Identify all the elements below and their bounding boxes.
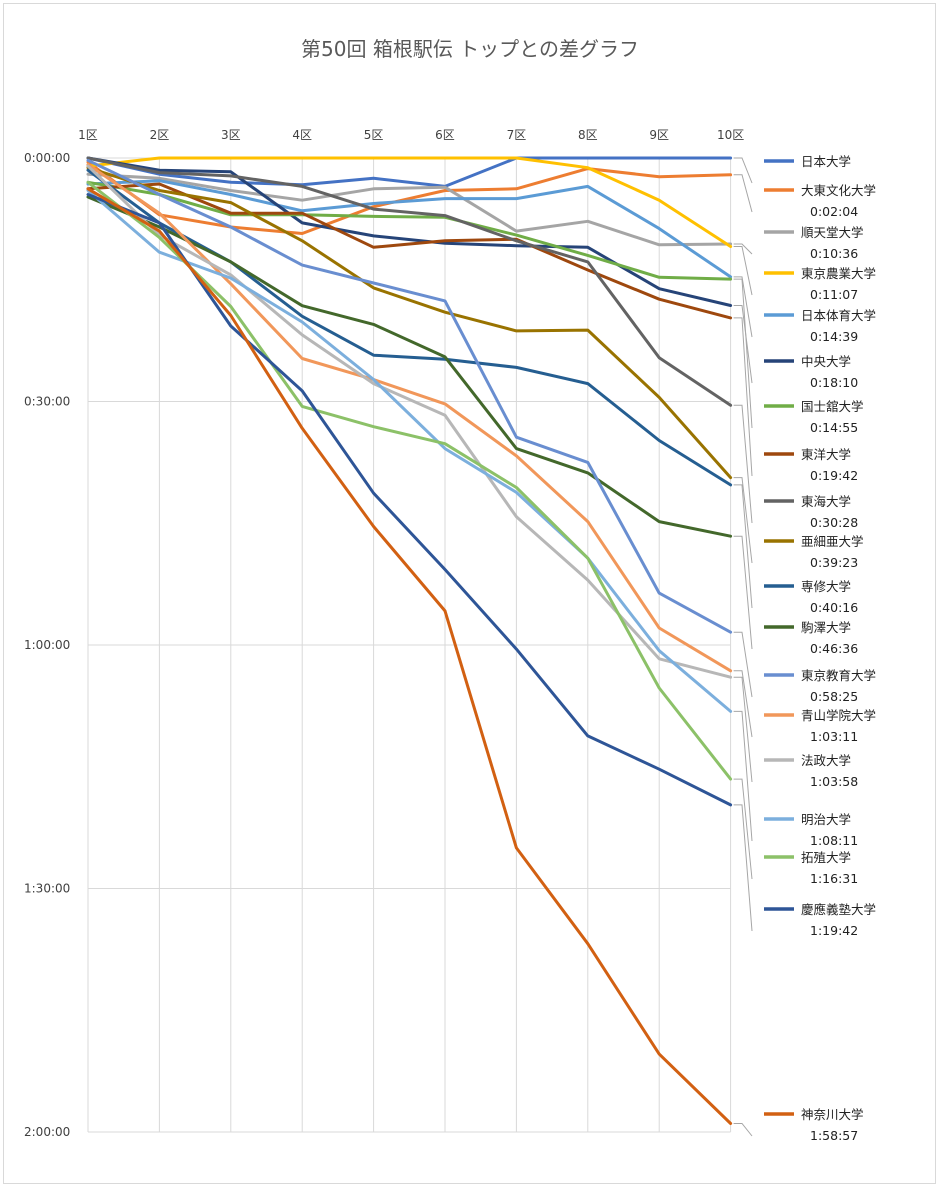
- legend-gap-value: 1:19:42: [810, 923, 858, 938]
- legend-gap-value: 0:39:23: [810, 555, 858, 570]
- legend-gap-value: 0:40:16: [810, 600, 858, 615]
- series-line-17: [86, 193, 733, 807]
- x-tick-label: 2区: [150, 128, 170, 142]
- legend-leader-line: [733, 243, 753, 255]
- legend-leader-line: [733, 535, 753, 650]
- legend-leader-line: [733, 305, 753, 384]
- legend-gap-value: 0:58:25: [810, 689, 858, 704]
- x-tick-label: 9区: [649, 128, 669, 142]
- legend-gap-value: 0:10:36: [810, 246, 858, 261]
- legend-gap-value: 0:02:04: [810, 204, 858, 219]
- legend-gap-value: 0:14:39: [810, 329, 858, 344]
- legend-label: 明治大学: [801, 812, 851, 827]
- legend-leader-line: [733, 804, 753, 932]
- legend-label: 東京教育大学: [801, 668, 876, 683]
- series-line-12: [86, 158, 733, 634]
- legend-label: 日本大学: [801, 154, 851, 169]
- series-line-7: [86, 182, 733, 320]
- legend-label: 日本体育大学: [801, 308, 876, 323]
- legend-leader-line: [733, 246, 753, 296]
- legend-leader-line: [733, 631, 753, 698]
- legend-gap-value: 0:14:55: [810, 420, 858, 435]
- legend-label: 専修大学: [801, 579, 851, 594]
- legend-label: 順天堂大学: [801, 225, 864, 240]
- x-axis-ticks: 1区 2区 3区 4区 5区 6区 7区 8区 9区 10区: [78, 128, 744, 142]
- legend-label: 拓殖大学: [801, 850, 851, 865]
- legend-leader-line: [733, 484, 753, 609]
- x-tick-label: 8区: [578, 128, 598, 142]
- y-tick-label: 0:00:00: [24, 151, 70, 165]
- legend-label: 中央大学: [801, 354, 851, 369]
- legend-leader-line: [733, 1123, 753, 1137]
- legend-leader-line: [733, 477, 753, 564]
- series-line-1: [86, 160, 733, 235]
- legend-gap-value: 0:30:28: [810, 515, 858, 530]
- series-line-10: [86, 168, 733, 487]
- series-line-16: [86, 180, 733, 781]
- series-line-3: [86, 156, 733, 248]
- series-line-9: [86, 166, 733, 480]
- legend-gap-value: 0:18:10: [810, 375, 858, 390]
- legend-gap-value: 0:19:42: [810, 468, 858, 483]
- x-tick-label: 3区: [221, 128, 241, 142]
- series-line-6: [86, 180, 733, 281]
- legend-gap-value: 1:03:11: [810, 729, 858, 744]
- series-line-8: [86, 156, 733, 407]
- legend-leader-line: [733, 278, 753, 429]
- legend-label: 駒澤大学: [801, 620, 851, 635]
- series-line-18: [86, 187, 733, 1125]
- y-axis-ticks: 0:00:00 0:30:00 1:00:00 1:30:00 2:00:00: [24, 151, 70, 1139]
- legend-label: 神奈川大学: [801, 1107, 864, 1122]
- series-line-4: [86, 179, 733, 279]
- chart-title: 第50回 箱根駅伝 トップとの差グラフ: [301, 37, 639, 61]
- legend-leader-line: [733, 276, 753, 338]
- x-tick-label: 6区: [435, 128, 455, 142]
- x-tick-label: 5区: [364, 128, 384, 142]
- grid-lines: [87, 157, 732, 1133]
- legend-leader-line: [733, 174, 753, 213]
- chart-frame: 第50回 箱根駅伝 トップとの差グラフ 0:00:00 0:30:00 1:00:0…: [3, 3, 936, 1184]
- legend-gap-value: 0:46:36: [810, 641, 858, 656]
- legend-label: 亜細亜大学: [801, 534, 864, 549]
- legend-label: 青山学院大学: [801, 708, 876, 723]
- legend-label: 国士舘大学: [801, 399, 864, 414]
- line-chart: 第50回 箱根駅伝 トップとの差グラフ 0:00:00 0:30:00 1:00:0…: [24, 37, 876, 1143]
- legend-leader-line: [733, 676, 753, 783]
- legend-label: 東海大学: [801, 494, 851, 509]
- legend-gap-value: 1:03:58: [810, 774, 858, 789]
- y-tick-label: 0:30:00: [24, 395, 70, 409]
- series-line-0: [86, 156, 733, 188]
- legend-leader-line: [733, 778, 753, 880]
- legend-leader-line: [733, 157, 753, 184]
- legend-label: 東洋大学: [801, 447, 851, 462]
- legend-leader-line: [733, 317, 753, 477]
- legend-gap-value: 1:58:57: [810, 1128, 858, 1143]
- legend-gap-value: 1:08:11: [810, 833, 858, 848]
- y-tick-label: 1:30:00: [24, 882, 70, 896]
- x-tick-label: 4区: [292, 128, 312, 142]
- y-tick-label: 2:00:00: [24, 1125, 70, 1139]
- legend-label: 法政大学: [801, 753, 851, 768]
- legend-leader-lines: [733, 157, 753, 1137]
- y-tick-label: 1:00:00: [24, 638, 70, 652]
- legend-gap-value: 0:11:07: [810, 287, 858, 302]
- x-tick-label: 10区: [717, 128, 744, 142]
- series-lines: [86, 156, 733, 1125]
- legend-label: 東京農業大学: [801, 266, 876, 281]
- series-line-15: [86, 189, 733, 713]
- series-line-2: [86, 172, 733, 247]
- series-line-11: [86, 195, 733, 538]
- series-line-13: [86, 163, 733, 673]
- legend-label: 慶應義塾大学: [801, 902, 876, 917]
- x-tick-label: 7区: [507, 128, 527, 142]
- legend-leader-line: [733, 710, 753, 842]
- legend-leader-line: [733, 670, 753, 738]
- x-tick-label: 1区: [78, 128, 98, 142]
- series-line-14: [86, 164, 733, 679]
- legend-label: 大東文化大学: [801, 183, 876, 198]
- legend-gap-value: 1:16:31: [810, 871, 858, 886]
- series-line-5: [86, 156, 733, 307]
- legend-leader-line: [733, 404, 753, 524]
